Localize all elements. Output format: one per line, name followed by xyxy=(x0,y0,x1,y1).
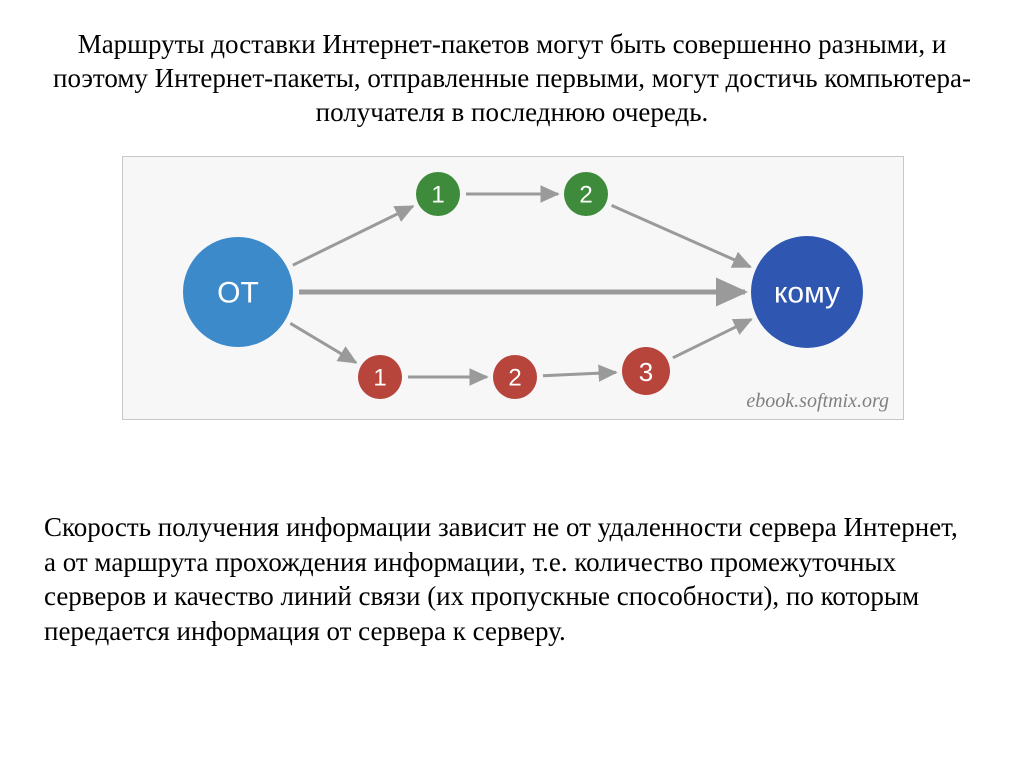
top-paragraph: Маршруты доставки Интернет-пакетов могут… xyxy=(32,28,992,129)
node-label-to: кому xyxy=(774,277,840,310)
edge-arrow xyxy=(673,319,751,358)
slide-page: Маршруты доставки Интернет-пакетов могут… xyxy=(0,0,1024,767)
node-label-r1: 1 xyxy=(373,365,386,392)
node-r1: 1 xyxy=(358,355,402,399)
node-from: ОТ xyxy=(183,237,293,347)
diagram-attribution: ebook.softmix.org xyxy=(746,390,889,412)
edge-arrow xyxy=(612,205,751,267)
node-r3: 3 xyxy=(622,347,670,395)
edge-arrow xyxy=(543,372,616,375)
node-r2: 2 xyxy=(493,355,537,399)
node-label-from: ОТ xyxy=(217,277,259,310)
node-to: кому xyxy=(751,236,863,348)
edge-arrow xyxy=(293,206,413,265)
node-label-r3: 3 xyxy=(639,357,653,387)
node-label-g2: 2 xyxy=(579,182,592,209)
edge-arrow xyxy=(290,323,356,362)
node-g1: 1 xyxy=(416,172,460,216)
diagram-svg: ОТ кому 1 2 1 2 3 ebook.softmix.org xyxy=(123,157,903,419)
node-label-r2: 2 xyxy=(508,365,521,392)
bottom-paragraph: Скорость получения информации зависит не… xyxy=(44,510,960,648)
node-label-g1: 1 xyxy=(431,182,444,209)
routing-diagram: ОТ кому 1 2 1 2 3 ebook.softmix.org xyxy=(122,156,904,420)
node-g2: 2 xyxy=(564,172,608,216)
